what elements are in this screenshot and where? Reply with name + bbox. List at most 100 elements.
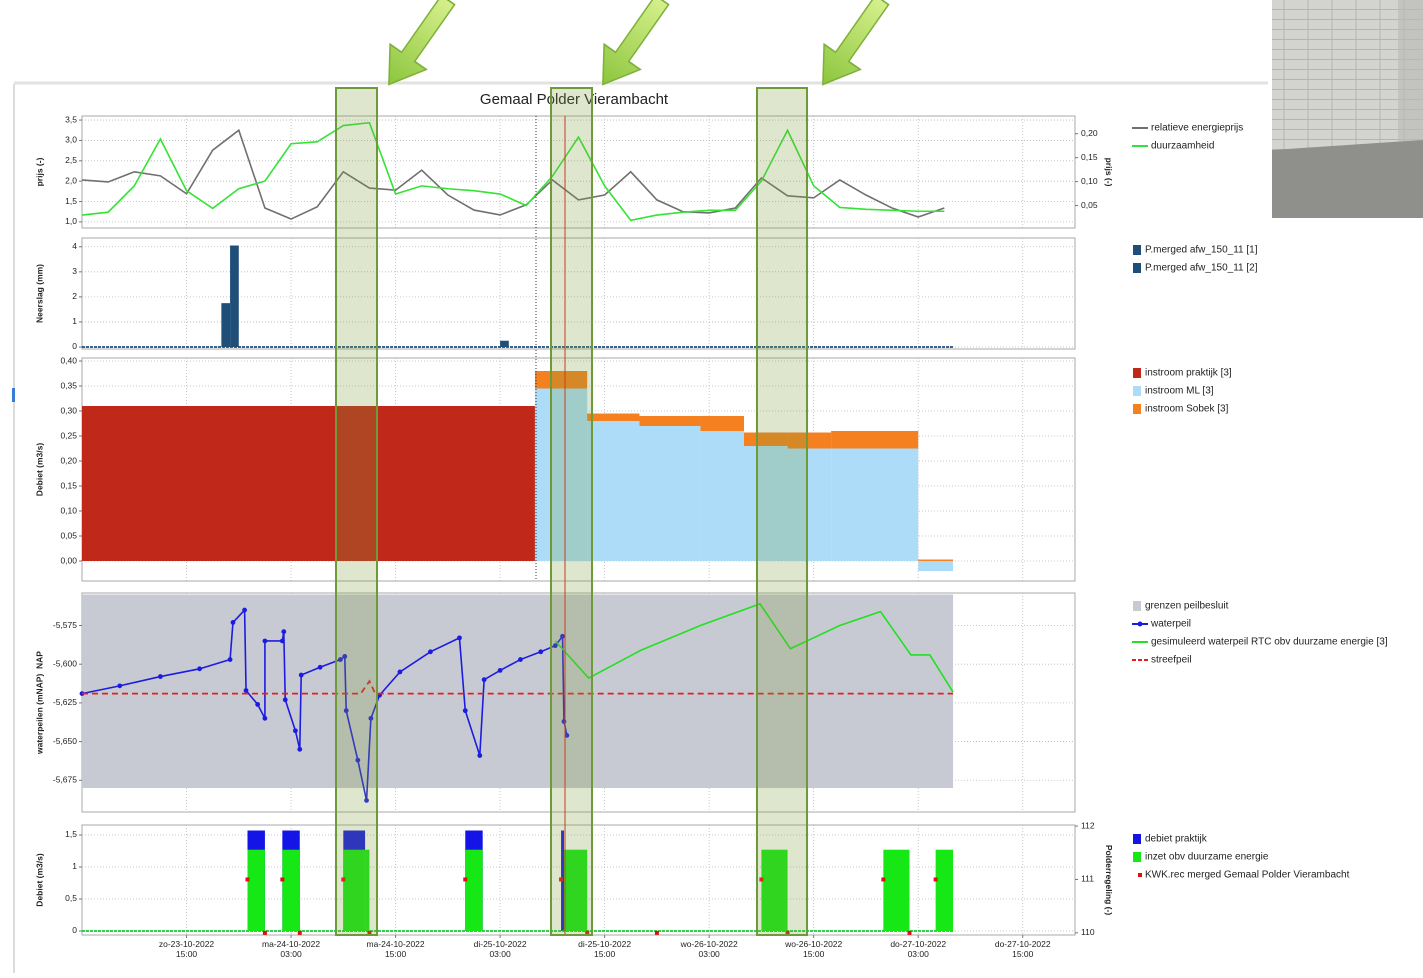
bar <box>936 850 953 931</box>
bar <box>82 406 535 561</box>
point <box>280 877 284 881</box>
x-tick-label: wo-26-10-2022 03:00 <box>659 940 759 960</box>
point <box>244 688 249 693</box>
point <box>457 635 462 640</box>
highlight-box <box>336 88 377 935</box>
y-tick-label: 3,0 <box>65 135 77 145</box>
legend-label: P.merged afw_150_11 [1] <box>1145 245 1258 256</box>
point <box>158 674 163 679</box>
legend-label: instroom Sobek [3] <box>1145 404 1229 415</box>
x-tick-label: do-27-10-2022 15:00 <box>973 940 1073 960</box>
y-axis-label: Debiet (m3/s) <box>34 853 44 907</box>
point <box>246 877 250 881</box>
y-tick-label: -5,675 <box>53 775 77 785</box>
x-tick-label: zo-23-10-2022 15:00 <box>137 940 237 960</box>
legend-swatch <box>1133 386 1141 396</box>
point <box>242 608 247 613</box>
point <box>463 877 467 881</box>
page: {"chart_data": [ {"type": "line", "title… <box>0 0 1423 973</box>
legend-label: debiet praktijk <box>1145 834 1208 845</box>
y2-tick-label: 110 <box>1081 927 1095 937</box>
y-tick-label: 0,30 <box>60 405 77 415</box>
photo <box>1272 0 1423 218</box>
y-tick-label: 0,00 <box>60 555 77 565</box>
y2-tick-label: 0,15 <box>1081 152 1098 162</box>
point <box>281 629 286 634</box>
bar <box>500 341 509 347</box>
y-tick-label: 2,0 <box>65 175 77 185</box>
window-handle <box>12 388 15 402</box>
y-tick-label: 0,05 <box>60 530 77 540</box>
y-tick-label: 3,5 <box>65 114 77 124</box>
legend-swatch <box>1133 601 1141 611</box>
legend-label: inzet obv duurzame energie <box>1145 852 1269 863</box>
point <box>280 639 285 644</box>
y-tick-label: 0,35 <box>60 380 77 390</box>
y-tick-label: 1,0 <box>65 216 77 226</box>
y-tick-label: -5,625 <box>53 697 77 707</box>
legend-label: streefpeil <box>1151 655 1192 666</box>
point <box>299 673 304 678</box>
y2-axis-label: prijs (-) <box>1104 158 1114 187</box>
legend-swatch <box>1133 368 1141 378</box>
y-tick-label: 0,40 <box>60 355 77 365</box>
y-tick-label: 0,25 <box>60 430 77 440</box>
y-tick-label: 1,5 <box>65 196 77 206</box>
point <box>318 665 323 670</box>
legend-label: gesimuleerd waterpeil RTC obv duurzame e… <box>1151 637 1388 648</box>
bar <box>883 850 909 931</box>
point <box>117 683 122 688</box>
bar <box>221 303 230 347</box>
y-tick-label: 1,5 <box>65 829 77 839</box>
y-tick-label: 2,5 <box>65 155 77 165</box>
point <box>881 877 885 881</box>
x-tick-label: wo-26-10-2022 15:00 <box>764 940 864 960</box>
point <box>197 666 202 671</box>
y2-tick-label: 0,20 <box>1081 128 1098 138</box>
x-tick-label: ma-24-10-2022 03:00 <box>241 940 341 960</box>
y2-tick-label: 0,10 <box>1081 176 1098 186</box>
legend-label: duurzaamheid <box>1151 141 1214 152</box>
legend-swatch <box>1138 873 1142 877</box>
bar <box>587 414 639 422</box>
point <box>518 657 523 662</box>
y-tick-label: 1 <box>72 861 77 871</box>
point <box>498 668 503 673</box>
y-tick-label: 4 <box>72 241 77 251</box>
bar <box>465 850 482 931</box>
x-tick-label: do-27-10-2022 03:00 <box>868 940 968 960</box>
highlight-box <box>757 88 807 935</box>
point <box>398 670 403 675</box>
y-tick-label: -5,650 <box>53 736 77 746</box>
y-tick-label: 2 <box>72 291 77 301</box>
point <box>482 677 487 682</box>
point <box>428 649 433 654</box>
y2-axis-label: Polderregeling (-) <box>1104 845 1114 916</box>
bar <box>831 449 918 562</box>
bar <box>831 431 918 449</box>
bar <box>230 246 239 347</box>
chart: 1,0 1,5 2,0 2,5 3,0 3,5 0,05 0,10 0,15 0,20 prijs … <box>0 0 1423 973</box>
point <box>255 702 260 707</box>
point <box>231 620 236 625</box>
bar <box>918 560 953 562</box>
photo-ground <box>1272 140 1423 218</box>
bar <box>700 416 744 431</box>
y-axis-label: Neerslag (mm) <box>34 264 44 323</box>
point <box>228 657 233 662</box>
point <box>263 716 268 721</box>
photo-wall-shadow <box>1398 0 1423 160</box>
y-tick-label: 0,15 <box>60 480 77 490</box>
x-tick-label: di-25-10-2022 03:00 <box>450 940 550 960</box>
x-tick-label: di-25-10-2022 15:00 <box>555 940 655 960</box>
point <box>908 931 912 935</box>
legend-label: instroom praktijk [3] <box>1145 368 1232 379</box>
legend-swatch <box>1133 834 1141 844</box>
y-tick-label: 0 <box>72 341 77 351</box>
point <box>477 753 482 758</box>
point <box>298 931 302 935</box>
bar <box>639 426 700 561</box>
y-tick-label: -5,600 <box>53 658 77 668</box>
y-axis-label: prijs (-) <box>34 157 44 186</box>
bar <box>700 431 744 561</box>
